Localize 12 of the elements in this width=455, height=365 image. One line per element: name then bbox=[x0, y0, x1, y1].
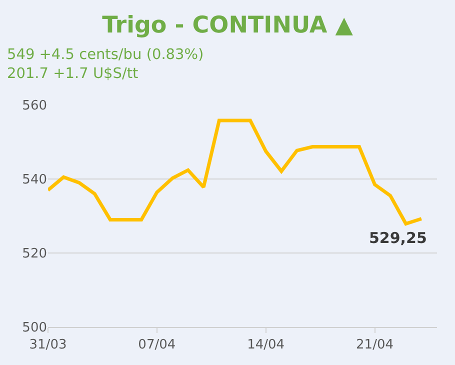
annotation: 529,25 bbox=[369, 229, 427, 247]
line-series bbox=[48, 118, 424, 226]
y-tick-label: 560 bbox=[22, 98, 47, 114]
x-tick-label: 31/03 bbox=[29, 338, 67, 353]
y-tick-label: 520 bbox=[22, 246, 47, 262]
x-tick-label: 07/04 bbox=[138, 338, 176, 353]
chart-subtitle: 549 +4.5 cents/bu (0.83%) 201.7 +1.7 U$S/tt bbox=[7, 47, 204, 82]
x-tick-label: 21/04 bbox=[356, 338, 394, 353]
y-tick-label: 540 bbox=[22, 172, 47, 188]
chart-title: Trigo - CONTINUA ▲ bbox=[102, 12, 354, 39]
y-tick-label: 500 bbox=[22, 320, 47, 336]
x-tick-label: 14/04 bbox=[247, 338, 285, 353]
